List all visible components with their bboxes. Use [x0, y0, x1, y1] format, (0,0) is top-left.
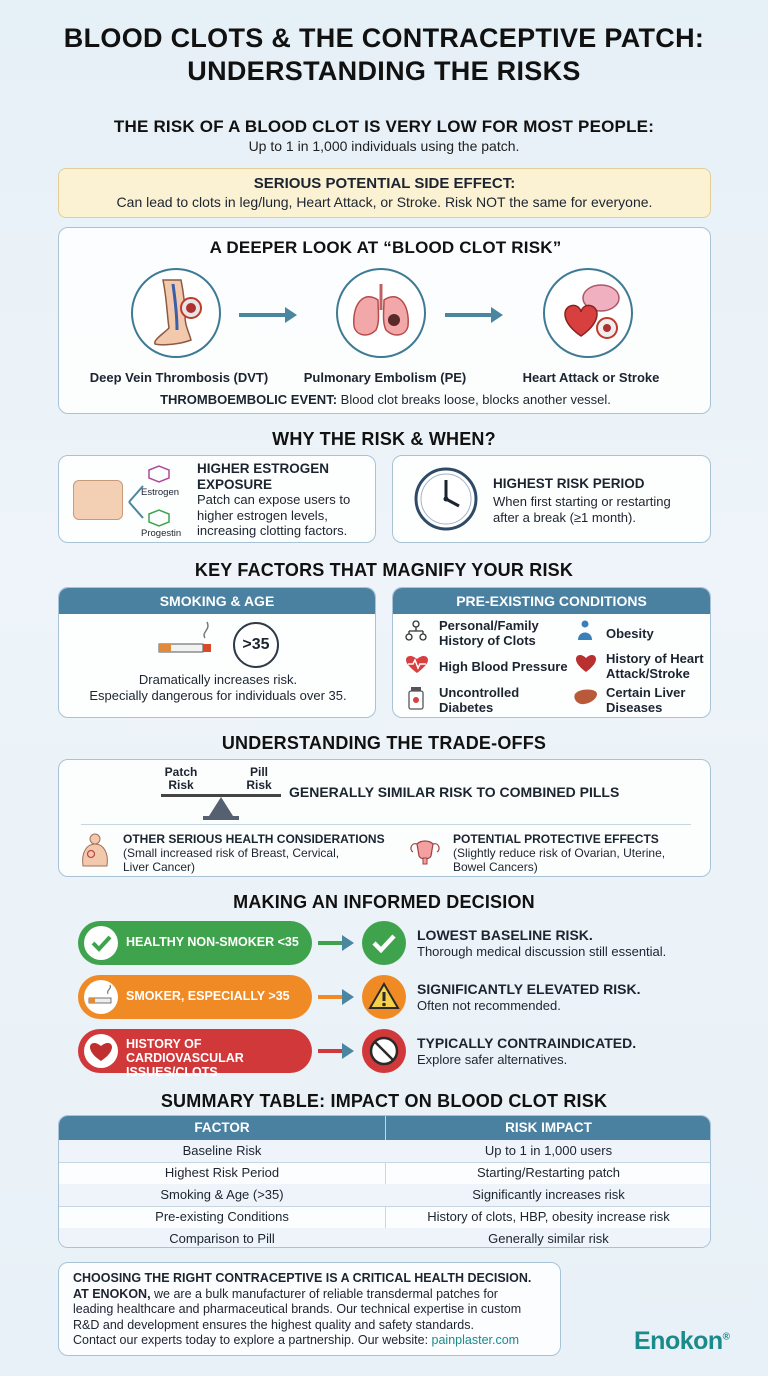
estrogen-card: Estrogen Progestin HIGHER ESTROGEN EXPOS… — [58, 455, 376, 543]
table-row — [59, 1228, 710, 1247]
decision-pill-smoker: SMOKER, ESPECIALLY >35 — [78, 975, 312, 1019]
condition-family-history: Personal/Family History of Clots — [439, 618, 539, 648]
table-header-factor: FACTOR — [194, 1120, 250, 1135]
decision-detail-2: Often not recommended. — [417, 998, 561, 1013]
liver-icon — [574, 689, 597, 705]
divider — [59, 1206, 710, 1207]
table-row — [59, 1184, 710, 1206]
condition-heart-attack-stroke: History of Heart Attack/Stroke — [606, 651, 704, 681]
pill-risk-label: Pill Risk — [246, 765, 272, 792]
decision-result-2: SIGNIFICANTLY ELEVATED RISK. — [417, 981, 641, 997]
deeper-look-card: A DEEPER LOOK AT “BLOOD CLOT RISK” Deep … — [58, 227, 711, 414]
heart-pulse-icon — [406, 656, 428, 673]
stage-label-heart-stroke: Heart Attack or Stroke — [522, 370, 660, 385]
progestin-label: Progestin — [141, 528, 182, 539]
uterus-icon — [410, 840, 440, 865]
arrow-icon — [318, 935, 354, 951]
factors-title: KEY FACTORS THAT MAGNIFY YOUR RISK — [194, 560, 574, 580]
heart-icon — [84, 1034, 118, 1068]
divider — [385, 1116, 386, 1247]
warning-text: Can lead to clots in leg/lung, Heart Att… — [116, 194, 653, 210]
divider — [81, 824, 691, 825]
table-row: Pre-existing Conditions — [155, 1209, 289, 1224]
prohibited-icon — [362, 1029, 406, 1073]
estrogen-text: Patch can expose users to higher estroge… — [197, 492, 351, 538]
tradeoffs-card: Patch Risk Pill Risk GENERALLY SIMILAR R… — [58, 759, 711, 877]
stage-label-pe: Pulmonary Embolism (PE) — [303, 370, 467, 385]
family-tree-icon — [405, 620, 427, 641]
decision-detail-1: Thorough medical discussion still essent… — [417, 944, 667, 959]
decision-detail-3: Explore safer alternatives. — [417, 1052, 568, 1067]
deeper-look-title: A DEEPER LOOK AT “BLOOD CLOT RISK” — [209, 238, 562, 257]
smoking-header: SMOKING & AGE — [59, 588, 375, 614]
condition-obesity: Obesity — [606, 626, 654, 641]
decision-pill-cardiovascular: HISTORY OF CARDIOVASCULAR ISSUES/CLOTS — [78, 1029, 312, 1079]
heart-icon — [576, 655, 596, 672]
similar-risk-statement: GENERALLY SIMILAR RISK TO COMBINED PILLS — [289, 784, 620, 800]
condition-liver: Certain Liver Diseases — [606, 685, 686, 715]
body-icon — [82, 833, 108, 867]
balance-scale-icon — [161, 794, 281, 820]
smoking-text: Dramatically increases risk. Especially … — [89, 672, 347, 703]
warning-box: SERIOUS POTENTIAL SIDE EFFECT: Can lead … — [58, 168, 711, 218]
age-badge: >35 — [233, 622, 279, 668]
condition-high-blood-pressure: High Blood Pressure — [439, 659, 568, 674]
footer-text: CHOOSING THE RIGHT CONTRACEPTIVE IS A CR… — [73, 1271, 532, 1347]
risk-period-card: HIGHEST RISK PERIOD When first starting … — [392, 455, 711, 543]
warning-title: SERIOUS POTENTIAL SIDE EFFECT: — [253, 175, 516, 192]
risk-period-title: HIGHEST RISK PERIOD — [493, 476, 645, 491]
tradeoffs-title: UNDERSTANDING THE TRADE-OFFS — [221, 733, 547, 753]
medicine-bottle-icon — [408, 687, 424, 710]
estrogen-title: HIGHER ESTROGEN EXPOSURE — [197, 461, 330, 492]
enokon-logo: Enokon® — [634, 1327, 730, 1355]
decision-result-3: TYPICALLY CONTRAINDICATED. — [417, 1035, 637, 1051]
stage-label-dvt: Deep Vein Thrombosis (DVT) — [89, 370, 269, 385]
table-row — [59, 1140, 710, 1162]
condition-diabetes: Uncontrolled Diabetes — [439, 685, 520, 715]
arrow-icon — [239, 307, 297, 323]
intro-heading: THE RISK OF A BLOOD CLOT IS VERY LOW FOR… — [113, 117, 655, 136]
conditions-header: PRE-EXISTING CONDITIONS — [393, 588, 710, 614]
patch-risk-label: Patch Risk — [164, 765, 198, 792]
table-row: Highest Risk Period — [164, 1165, 280, 1180]
protective-effects: POTENTIAL PROTECTIVE EFFECTS (Slightly r… — [453, 832, 666, 874]
summary-table: FACTOR RISK IMPACT Baseline Risk Up to 1… — [58, 1115, 711, 1248]
smoking-card: SMOKING & AGE >35 Dramatically increases… — [58, 587, 376, 718]
arrow-icon — [445, 307, 503, 323]
risk-period-text: When first starting or restarting after … — [493, 494, 671, 525]
patch-icon — [73, 480, 123, 520]
warning-icon — [362, 975, 406, 1019]
website-link[interactable]: painplaster.com — [431, 1333, 520, 1347]
check-icon — [84, 926, 118, 960]
conditions-card: PRE-EXISTING CONDITIONS Personal/Family … — [392, 587, 711, 718]
why-title: WHY THE RISK & WHEN? — [272, 429, 496, 449]
clock-icon — [414, 467, 478, 531]
decision-result-1: LOWEST BASELINE RISK. — [417, 927, 593, 943]
molecule-icon — [128, 465, 170, 527]
heart-brain-icon — [543, 268, 633, 358]
arrow-icon — [318, 989, 354, 1005]
estrogen-label: Estrogen — [141, 487, 180, 498]
thromboembolic-definition: THROMBOEMBOLIC EVENT: Blood clot breaks … — [160, 392, 611, 407]
person-icon — [578, 620, 592, 640]
footer-box: CHOOSING THE RIGHT CONTRACEPTIVE IS A CR… — [58, 1262, 561, 1356]
decision-title: MAKING AN INFORMED DECISION — [233, 892, 535, 912]
leg-vein-icon — [131, 268, 221, 358]
check-circle-icon — [362, 921, 406, 965]
table-header — [59, 1116, 710, 1140]
table-header-impact: RISK IMPACT — [505, 1120, 592, 1135]
page-title: BLOOD CLOTS & THE CONTRACEPTIVE PATCH: U… — [63, 23, 705, 86]
cigarette-icon — [158, 621, 211, 653]
cigarette-icon — [84, 980, 118, 1014]
intro-text: Up to 1 in 1,000 individuals using the p… — [248, 138, 520, 154]
other-considerations: OTHER SERIOUS HEALTH CONSIDERATIONS (Sma… — [123, 832, 385, 874]
lungs-icon — [336, 268, 426, 358]
decision-pill-healthy: HEALTHY NON-SMOKER <35 — [78, 921, 312, 965]
divider — [59, 1162, 710, 1163]
summary-title: SUMMARY TABLE: IMPACT ON BLOOD CLOT RISK — [160, 1091, 608, 1111]
arrow-icon — [318, 1043, 354, 1059]
